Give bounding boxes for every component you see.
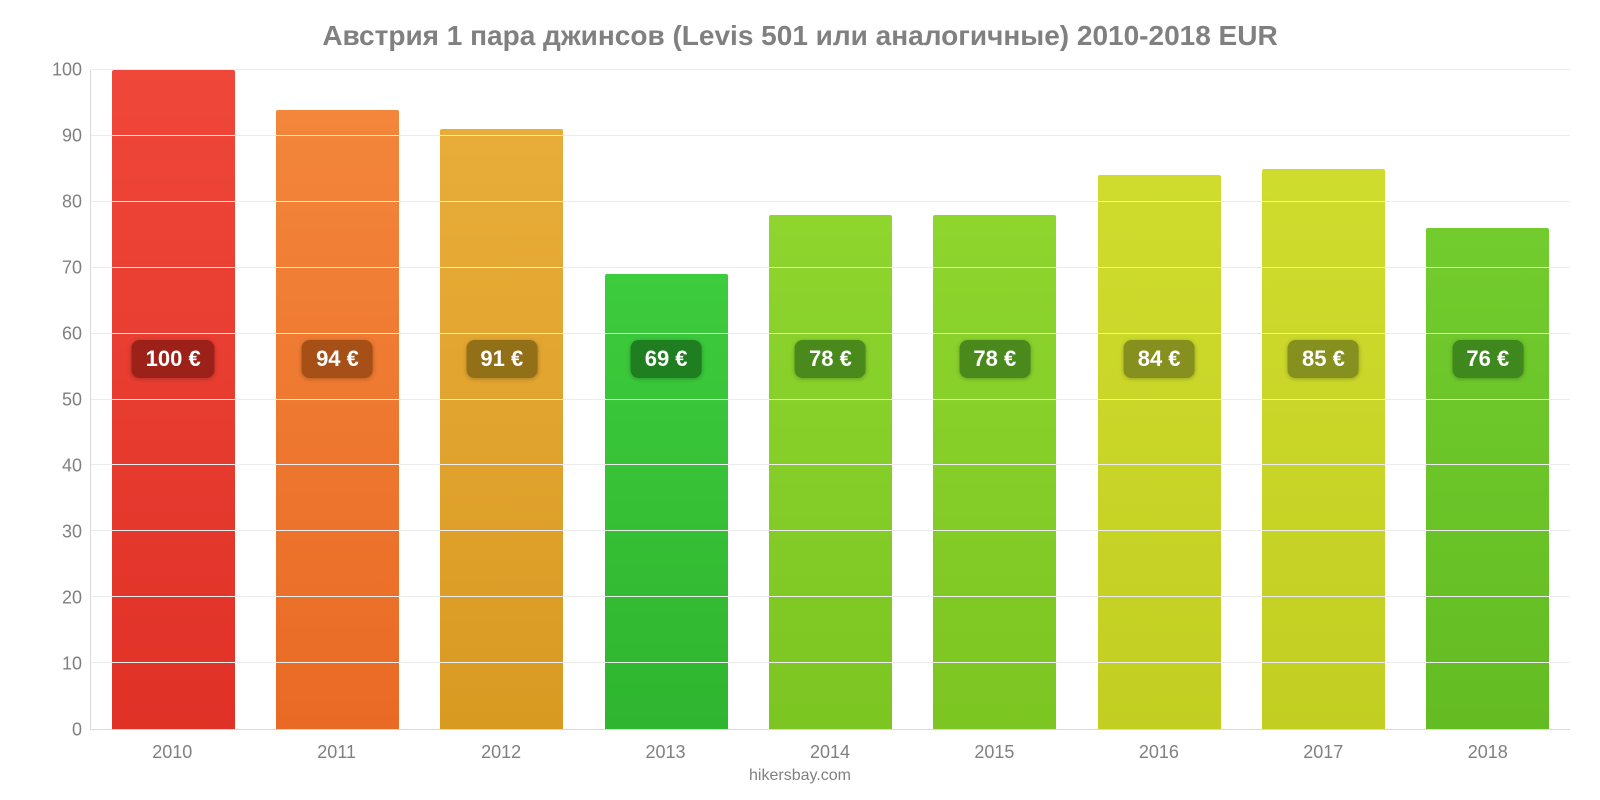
x-tick: 2017 — [1241, 730, 1405, 763]
y-tick: 90 — [62, 126, 82, 147]
value-label: 85 € — [1288, 340, 1359, 378]
grid-line — [91, 530, 1570, 531]
bar — [276, 110, 399, 729]
bar-slot: 78 € — [748, 70, 912, 729]
bar — [769, 215, 892, 729]
bar-slot: 85 € — [1241, 70, 1405, 729]
bar-slot: 91 € — [420, 70, 584, 729]
y-tick: 80 — [62, 192, 82, 213]
grid-line — [91, 662, 1570, 663]
grid-line — [91, 333, 1570, 334]
y-tick: 40 — [62, 456, 82, 477]
bar — [933, 215, 1056, 729]
x-tick: 2010 — [90, 730, 254, 763]
x-tick: 2012 — [419, 730, 583, 763]
credit-text: hikersbay.com — [30, 767, 1570, 785]
grid-line — [91, 135, 1570, 136]
value-label: 84 € — [1124, 340, 1195, 378]
y-tick: 50 — [62, 390, 82, 411]
x-axis: 201020112012201320142015201620172018 — [90, 730, 1570, 763]
value-label: 78 € — [959, 340, 1030, 378]
x-tick: 2016 — [1077, 730, 1241, 763]
plot-row: 0102030405060708090100 100 €94 €91 €69 €… — [30, 70, 1570, 730]
value-label: 91 € — [466, 340, 537, 378]
grid-line — [91, 69, 1570, 70]
bar — [1098, 175, 1221, 729]
bar-slot: 69 € — [584, 70, 748, 729]
value-label: 94 € — [302, 340, 373, 378]
y-tick: 70 — [62, 258, 82, 279]
value-label: 69 € — [631, 340, 702, 378]
value-label: 76 € — [1452, 340, 1523, 378]
y-tick: 20 — [62, 588, 82, 609]
grid-line — [91, 596, 1570, 597]
bar — [1426, 228, 1549, 729]
bar — [1262, 169, 1385, 729]
bar-slot: 78 € — [913, 70, 1077, 729]
x-tick: 2011 — [254, 730, 418, 763]
x-tick: 2014 — [748, 730, 912, 763]
y-tick: 0 — [72, 720, 82, 741]
value-label: 78 € — [795, 340, 866, 378]
grid-line — [91, 201, 1570, 202]
x-tick: 2013 — [583, 730, 747, 763]
y-tick: 10 — [62, 654, 82, 675]
bar — [112, 70, 235, 729]
y-tick: 30 — [62, 522, 82, 543]
y-tick: 60 — [62, 324, 82, 345]
bars-layer: 100 € 94 € 91 € 69 € 78 € 78 € 84 € 85 € 76 € — [91, 70, 1570, 729]
x-tick: 2015 — [912, 730, 1076, 763]
chart-container: Австрия 1 пара джинсов (Levis 501 или ан… — [0, 0, 1600, 800]
bar-slot: 94 € — [255, 70, 419, 729]
bar-slot: 100 € — [91, 70, 255, 729]
y-tick: 100 — [52, 60, 82, 81]
grid-line — [91, 267, 1570, 268]
grid-line — [91, 464, 1570, 465]
bar-slot: 76 € — [1406, 70, 1570, 729]
bar — [440, 129, 563, 729]
y-axis: 0102030405060708090100 — [30, 70, 90, 730]
bar-slot: 84 € — [1077, 70, 1241, 729]
chart-title: Австрия 1 пара джинсов (Levis 501 или ан… — [30, 20, 1570, 52]
grid-line — [91, 399, 1570, 400]
plot-area: 100 € 94 € 91 € 69 € 78 € 78 € 84 € 85 € 76 € — [90, 70, 1570, 730]
value-label: 100 € — [132, 340, 215, 378]
x-tick: 2018 — [1406, 730, 1570, 763]
